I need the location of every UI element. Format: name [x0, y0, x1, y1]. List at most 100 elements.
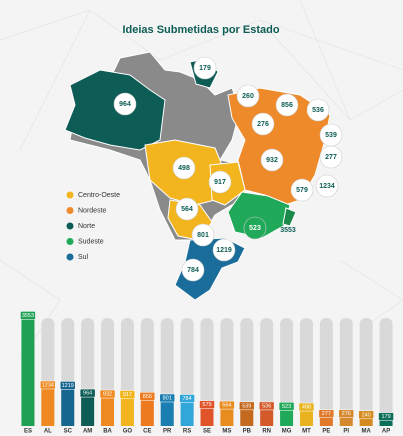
value-label: 964 [83, 391, 92, 397]
legend-label: Centro-Oeste [78, 192, 120, 199]
value-label-box [179, 394, 195, 403]
map-region-sudeste [282, 207, 297, 227]
bubble-label: 564 [181, 206, 193, 213]
legend-label: Nordeste [78, 207, 107, 214]
bar-background [339, 318, 353, 426]
bubble [175, 197, 199, 221]
bubble [290, 178, 314, 202]
bubble [193, 56, 217, 80]
bar [319, 417, 333, 426]
value-label: 579 [202, 402, 211, 408]
x-tick-label: MT [302, 429, 311, 435]
x-tick-label: SE [203, 429, 211, 435]
bubble [315, 174, 339, 198]
bubble-label: 784 [187, 267, 199, 274]
bubble-label: 3553 [280, 227, 296, 234]
value-label: 3553 [22, 313, 34, 319]
value-label-box [119, 390, 136, 399]
x-tick-label: MS [222, 429, 231, 435]
bubble [212, 238, 236, 262]
bubble-label: 179 [199, 65, 211, 72]
bubble-label: 1234 [319, 183, 335, 190]
bubble-label: 856 [281, 102, 293, 109]
bubble [319, 145, 343, 169]
x-tick-label: MG [282, 429, 292, 435]
legend-dot [66, 253, 74, 261]
value-label-box [278, 402, 295, 411]
value-label: 564 [222, 403, 231, 409]
value-label: 240 [362, 412, 371, 418]
value-label-box [40, 380, 56, 390]
bubble [306, 98, 330, 122]
bar-background [299, 318, 313, 426]
bar [61, 389, 75, 426]
value-label-box [298, 402, 315, 412]
bar [120, 398, 134, 426]
x-tick-label: RS [183, 429, 191, 435]
value-label-box [59, 381, 76, 390]
bar-background [200, 318, 214, 426]
legend-dot [66, 222, 74, 230]
bar [200, 408, 214, 426]
value-label-box [99, 389, 116, 399]
bubble-label: 579 [296, 187, 308, 194]
bubble-label: 498 [178, 165, 190, 172]
value-label-box [338, 409, 355, 418]
value-label: 498 [302, 405, 311, 411]
x-tick-label: GO [123, 429, 133, 435]
bar-background [220, 318, 234, 426]
x-tick-label: RN [262, 429, 271, 435]
bubble-label: 276 [257, 121, 269, 128]
bubble-label: 536 [312, 107, 324, 114]
value-label: 856 [143, 394, 152, 400]
x-tick-label: PE [322, 429, 330, 435]
bubble [181, 258, 205, 282]
bubble [260, 148, 284, 172]
bubble-label: 523 [249, 225, 261, 232]
x-tick-label: CE [143, 429, 151, 435]
legend-dot [66, 191, 74, 199]
bubble-label: 539 [325, 132, 337, 139]
bubble [236, 84, 260, 108]
value-label: 784 [183, 396, 192, 402]
value-label: 917 [123, 392, 132, 398]
bubble [208, 170, 232, 194]
bar [299, 411, 313, 426]
value-label: 801 [163, 395, 172, 401]
value-label-box [318, 409, 335, 418]
value-label: 536 [262, 403, 271, 409]
bar-background [240, 318, 254, 426]
legend-label: Sudeste [78, 238, 104, 245]
bar [339, 417, 353, 426]
bubble [172, 156, 196, 180]
bubble-label: 917 [214, 179, 226, 186]
x-tick-label: AM [83, 429, 92, 435]
value-label-box [358, 410, 374, 420]
value-label: 276 [342, 411, 351, 417]
value-label: 1219 [62, 383, 74, 389]
bubble-label: 260 [242, 93, 254, 100]
value-label-box [20, 311, 36, 320]
bar-background [260, 318, 274, 426]
bar [280, 410, 294, 426]
x-tick-label: SC [64, 429, 73, 435]
value-label-box [219, 400, 235, 410]
bubble [275, 93, 299, 117]
value-label-box [378, 412, 394, 421]
value-label-box [79, 388, 96, 398]
value-label: 1234 [42, 382, 54, 388]
bar [21, 319, 35, 426]
value-label: 277 [322, 411, 331, 417]
x-tick-label: PB [243, 429, 252, 435]
bubble-label: 277 [325, 154, 337, 161]
bubble-label: 932 [266, 157, 278, 164]
bar [101, 398, 115, 426]
network-decoration [0, 0, 403, 361]
x-tick-label: MA [361, 429, 371, 435]
map-region-sudeste [227, 191, 291, 239]
title: Ideias Submetidas por Estado [122, 24, 279, 36]
legend-dot [66, 207, 74, 214]
x-tick-label: AP [382, 429, 390, 435]
value-label-box [159, 393, 175, 403]
legend-label: Sul [78, 254, 89, 261]
